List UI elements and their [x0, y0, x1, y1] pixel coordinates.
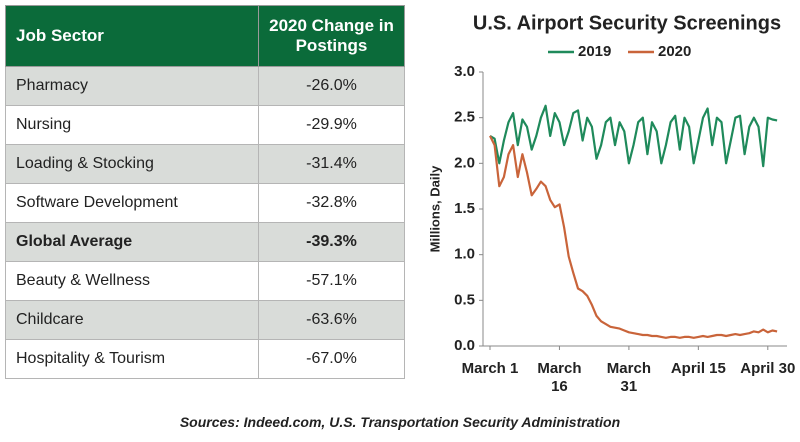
table-row: Loading & Stocking -31.4% [5, 144, 405, 184]
y-tick-label: 2.5 [454, 109, 475, 126]
y-tick-label: 0.5 [454, 291, 475, 308]
table-cell: -31.4% [258, 144, 405, 184]
table-cell: Nursing [5, 105, 259, 145]
table-cell: -26.0% [258, 66, 405, 106]
header-cell: 2020 Change in Postings [258, 5, 405, 67]
x-tick-label: March 1 [461, 360, 519, 377]
job-table: Job Sector 2020 Change in Postings Pharma… [5, 5, 405, 379]
table-body: Pharmacy -26.0% Nursing -29.9% Loading & Sto… [5, 66, 405, 379]
table-row: Beauty & Wellness -57.1% [5, 261, 405, 301]
table-row: Global Average -39.3% [5, 222, 405, 262]
table-row: Childcare -63.6% [5, 300, 405, 340]
table-cell: Childcare [5, 300, 259, 340]
y-tick-label: 2.0 [454, 154, 475, 171]
series-line [489, 104, 778, 168]
y-tick-label: 1.5 [454, 200, 475, 217]
y-tick-label: 0.0 [454, 337, 475, 354]
x-tick-label: March 31 [606, 360, 651, 395]
x-tick-label: March 16 [537, 360, 582, 395]
legend-label: 2020 [658, 43, 691, 60]
table-cell: Software Development [5, 183, 259, 223]
y-tick-label: 1.0 [454, 246, 475, 263]
x-tick-label: April 30 [740, 360, 796, 377]
source-note: Sources: Indeed.com, U.S. Transportation… [179, 414, 621, 430]
table-cell: Beauty & Wellness [5, 261, 259, 301]
y-tick-label: 3.0 [454, 63, 475, 80]
table-cell: Pharmacy [5, 66, 259, 106]
table-cell: Loading & Stocking [5, 144, 259, 184]
table-cell: -57.1% [258, 261, 405, 301]
chart-title: U.S. Airport Security Screenings [473, 12, 781, 34]
table-cell: -67.0% [258, 339, 405, 379]
table-cell: -63.6% [258, 300, 405, 340]
table-cell: Global Average [5, 222, 259, 262]
series-line [489, 135, 778, 339]
table-cell: Hospitality & Tourism [5, 339, 259, 379]
table-row: Pharmacy -26.0% [5, 66, 405, 106]
x-tick-label: April 15 [670, 360, 726, 377]
table-row: Nursing -29.9% [5, 105, 405, 145]
table-cell: -32.8% [258, 183, 405, 223]
table-cell: -29.9% [258, 105, 405, 145]
y-axis-label: Millions, Daily [427, 165, 442, 252]
table-row: Software Development -32.8% [5, 183, 405, 223]
legend-label: 2019 [578, 43, 611, 60]
table-cell: -39.3% [258, 222, 405, 262]
table-row: Hospitality & Tourism -67.0% [5, 339, 405, 379]
